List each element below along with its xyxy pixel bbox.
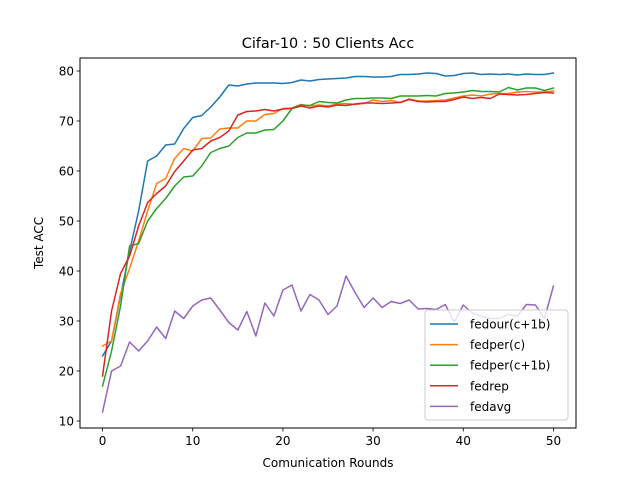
x-axis-label: Comunication Rounds: [263, 456, 394, 470]
x-tick-label: 40: [456, 434, 471, 448]
y-tick-label: 60: [59, 165, 74, 179]
x-tick-label: 10: [185, 434, 200, 448]
y-tick-label: 10: [59, 415, 74, 429]
x-tick-label: 20: [275, 434, 290, 448]
legend-label-fedper(c+1b): fedper(c+1b): [470, 359, 550, 373]
y-tick-label: 40: [59, 265, 74, 279]
x-tick-label: 50: [546, 434, 561, 448]
y-tick-label: 50: [59, 215, 74, 229]
legend: fedour(c+1b) fedper(c) fedper(c+1b) fedrep f…: [425, 310, 568, 420]
x-tick-label: 30: [365, 434, 380, 448]
y-tick-label: 80: [59, 65, 74, 79]
y-axis-label: Test ACC: [32, 217, 46, 270]
y-tick-label: 30: [59, 315, 74, 329]
y-tick-label: 70: [59, 115, 74, 129]
legend-label-fedavg: fedavg: [470, 400, 511, 414]
x-tick-label: 0: [99, 434, 107, 448]
legend-label-fedour(c+1b): fedour(c+1b): [470, 318, 550, 332]
y-tick-label: 20: [59, 365, 74, 379]
chart-title: Cifar-10 : 50 Clients Acc: [242, 36, 415, 52]
legend-label-fedper(c): fedper(c): [470, 338, 525, 352]
legend-label-fedrep: fedrep: [470, 379, 509, 393]
